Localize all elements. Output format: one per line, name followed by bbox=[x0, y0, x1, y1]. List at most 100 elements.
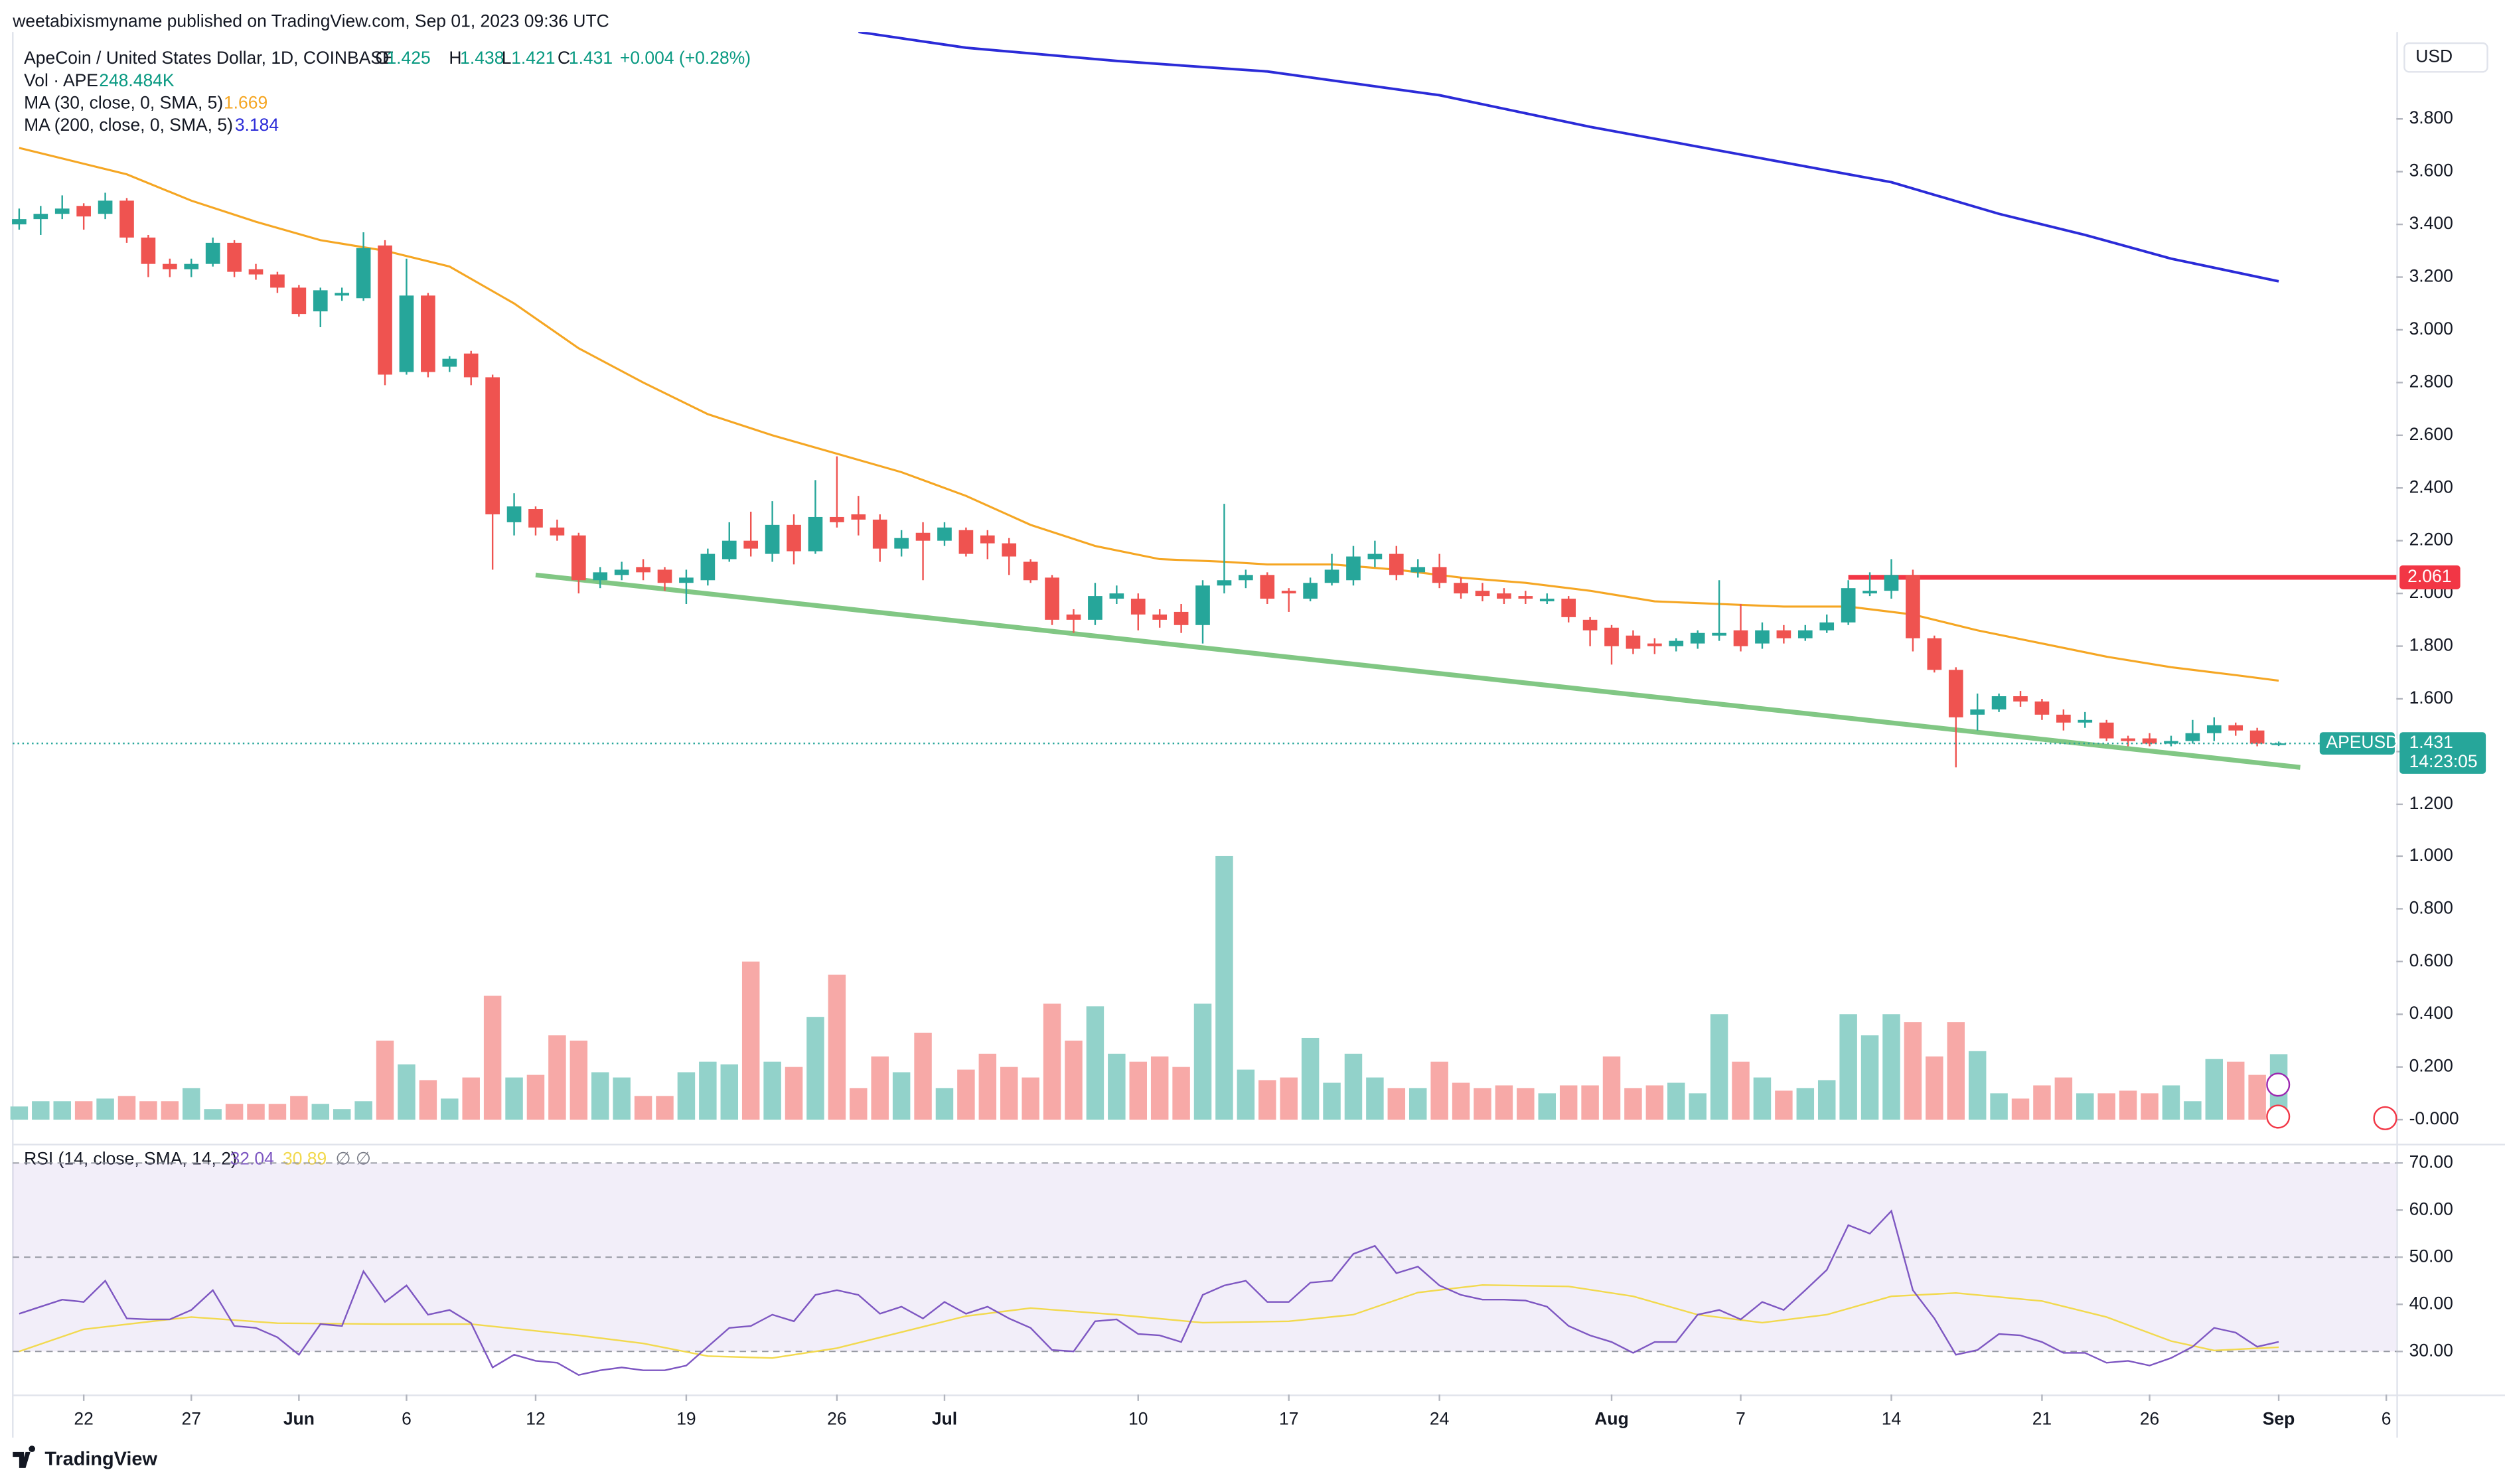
volume-bar bbox=[1237, 1069, 1255, 1120]
volume-bar bbox=[1280, 1077, 1298, 1120]
candle-body bbox=[2142, 738, 2157, 744]
volume-bar bbox=[462, 1077, 480, 1120]
y-tick-label: 3.600 bbox=[2409, 161, 2453, 181]
candle-body bbox=[1174, 611, 1189, 625]
volume-bar bbox=[1387, 1088, 1406, 1120]
volume-bar bbox=[1172, 1067, 1190, 1120]
candle-body bbox=[1797, 630, 1813, 638]
volume-bar bbox=[2011, 1098, 2030, 1120]
volume-bar bbox=[1366, 1077, 1384, 1120]
volume-bar bbox=[1926, 1056, 1943, 1120]
candle-body bbox=[743, 540, 759, 549]
y-tick-label: 1.600 bbox=[2409, 688, 2453, 707]
volume-bar bbox=[354, 1101, 372, 1120]
candle-body bbox=[721, 540, 737, 559]
candle-body bbox=[1432, 567, 1447, 583]
symbol-box bbox=[2319, 732, 2395, 755]
volume-bar bbox=[161, 1101, 179, 1120]
volume-bar bbox=[591, 1072, 609, 1120]
rsi-ma-value: 30.89 bbox=[283, 1148, 327, 1168]
rsi-tick-label: 30.00 bbox=[2409, 1340, 2453, 1360]
volume-bar bbox=[483, 996, 502, 1120]
volume-bar bbox=[505, 1077, 523, 1120]
volume-bar bbox=[247, 1104, 265, 1120]
rsi-ma-line bbox=[19, 1284, 2279, 1359]
x-tick-label: Sep bbox=[2263, 1409, 2295, 1429]
x-tick-label: 26 bbox=[2140, 1409, 2159, 1429]
volume-tick-label: 0.200 bbox=[2409, 1056, 2453, 1076]
x-tick-label: 26 bbox=[827, 1409, 846, 1429]
volume-bar bbox=[10, 1106, 29, 1120]
ohlc-key: L bbox=[502, 48, 512, 68]
volume-bar bbox=[1538, 1093, 1556, 1120]
candle-body bbox=[1647, 643, 1662, 646]
volume-bar bbox=[569, 1040, 588, 1120]
x-tick-label: 10 bbox=[1128, 1409, 1148, 1429]
candle-body bbox=[2228, 725, 2243, 731]
volume-bar bbox=[2119, 1090, 2137, 1120]
currency-box[interactable] bbox=[2403, 42, 2488, 73]
plot: 3.800 3.600 3.400 3.200 3.000 2.800 2.600 2.400… bbox=[10, 32, 2486, 1429]
candle-body bbox=[1260, 575, 1275, 599]
volume-bar bbox=[204, 1109, 222, 1120]
volume-bar bbox=[1839, 1014, 1857, 1120]
ohlc-value: 1.421 bbox=[511, 48, 555, 68]
candle-body bbox=[937, 527, 952, 541]
volume-bar bbox=[720, 1064, 739, 1120]
volume-bar bbox=[183, 1088, 200, 1120]
candle-body bbox=[33, 214, 48, 220]
volume-name: Vol · APE bbox=[24, 70, 98, 90]
candle-body bbox=[2078, 719, 2093, 723]
candle-body bbox=[1346, 556, 1361, 581]
candle-body bbox=[1755, 630, 1770, 644]
volume-bar bbox=[1817, 1080, 1836, 1120]
volume-bar bbox=[2141, 1093, 2159, 1120]
volume-bar bbox=[1193, 1003, 1212, 1120]
volume-bar bbox=[2162, 1085, 2180, 1120]
volume-bar bbox=[1408, 1088, 1427, 1120]
candle-body bbox=[1109, 593, 1124, 599]
countdown: 14:23:05 bbox=[2409, 751, 2478, 771]
footer-brand: TradingView bbox=[44, 1449, 157, 1470]
y-tick-label: 2.800 bbox=[2409, 371, 2453, 391]
candle-body bbox=[1604, 627, 1619, 646]
volume-bar bbox=[1086, 1006, 1104, 1120]
candle-body bbox=[1733, 630, 1748, 646]
candle-body bbox=[1712, 632, 1726, 636]
ohlc-key: O bbox=[376, 48, 390, 68]
candle-body bbox=[1970, 709, 1985, 715]
candle-body bbox=[1497, 593, 1511, 599]
candle-body bbox=[1152, 614, 1168, 620]
y-tick-label: 2.600 bbox=[2409, 424, 2453, 444]
volume-bar bbox=[1000, 1067, 1018, 1120]
y-tick-label: 2.200 bbox=[2409, 530, 2453, 550]
event-icon[interactable] bbox=[2373, 1106, 2397, 1130]
candle-body bbox=[2185, 733, 2200, 741]
event-icon[interactable] bbox=[2266, 1104, 2291, 1129]
event-icon[interactable] bbox=[2266, 1073, 2291, 1097]
candle-body bbox=[1561, 599, 1576, 617]
candle-body bbox=[1454, 583, 1468, 594]
volume-bar bbox=[1559, 1085, 1578, 1120]
volume-bar bbox=[1753, 1077, 1772, 1120]
volume-bar bbox=[1860, 1035, 1879, 1120]
candle-body bbox=[1088, 596, 1102, 620]
moving-average bbox=[858, 32, 2279, 283]
x-tick-label: 22 bbox=[74, 1409, 93, 1429]
candle-body bbox=[506, 506, 522, 522]
volume-bar bbox=[2248, 1075, 2266, 1120]
volume-bar bbox=[419, 1080, 437, 1120]
candle-body bbox=[248, 269, 264, 275]
candle-body bbox=[1927, 638, 1942, 670]
volume-bar bbox=[634, 1096, 652, 1120]
volume-bar bbox=[74, 1101, 93, 1120]
candle-body bbox=[54, 208, 70, 214]
volume-bar bbox=[311, 1104, 330, 1120]
volume-bar bbox=[1947, 1022, 1965, 1120]
volume-bar bbox=[1990, 1093, 2008, 1120]
candle-body bbox=[765, 524, 780, 554]
candle-body bbox=[528, 509, 543, 528]
ma-name: MA (30, close, 0, SMA, 5) bbox=[24, 92, 223, 112]
volume-bar bbox=[1796, 1088, 1815, 1120]
x-tick-label: 17 bbox=[1279, 1409, 1298, 1429]
